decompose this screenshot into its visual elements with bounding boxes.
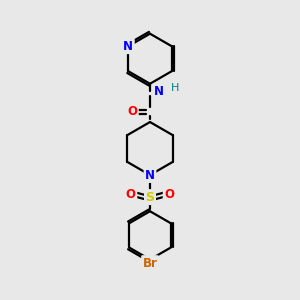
Text: O: O: [127, 105, 137, 118]
Text: N: N: [154, 85, 164, 98]
Text: H: H: [171, 83, 179, 93]
Text: S: S: [146, 190, 154, 204]
Text: O: O: [126, 188, 136, 201]
Text: O: O: [164, 188, 174, 201]
Text: N: N: [123, 40, 133, 53]
Text: Br: Br: [142, 256, 158, 270]
Text: N: N: [145, 169, 155, 182]
